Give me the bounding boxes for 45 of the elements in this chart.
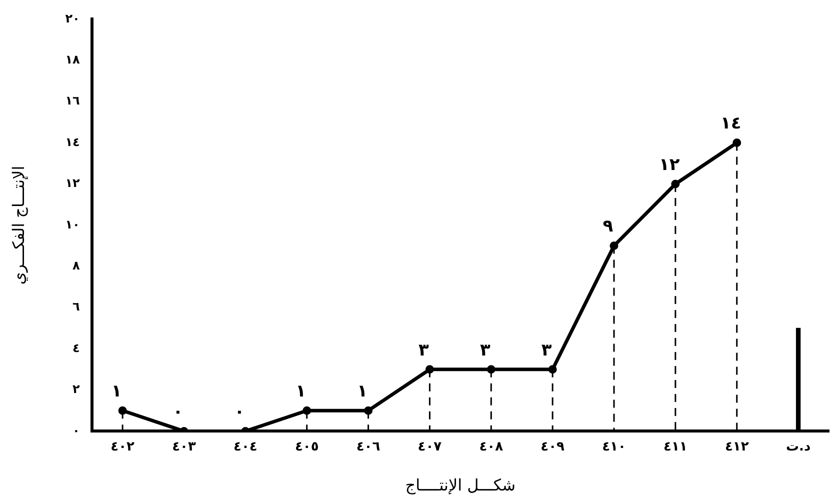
point bbox=[548, 365, 557, 374]
data-label: ١ bbox=[357, 382, 368, 402]
y-tick-label: ٨ bbox=[72, 258, 81, 273]
point bbox=[118, 406, 127, 415]
y-tick-label: ٢٠ bbox=[65, 11, 80, 26]
data-label: ١ bbox=[296, 382, 306, 402]
point bbox=[302, 406, 312, 415]
y-tick-label: ٢ bbox=[72, 382, 81, 396]
point bbox=[671, 180, 680, 188]
y-tick-label: ٤ bbox=[72, 340, 80, 355]
x-tick-label: ٤٠٩ bbox=[540, 439, 565, 454]
x-tick-label: د.ت bbox=[786, 439, 811, 454]
x-axis-title: شكـــل الإنتــــاج bbox=[405, 476, 516, 495]
x-tick-label: ٤٠٢ bbox=[110, 439, 135, 454]
x-tick-label: ٤٠٨ bbox=[479, 439, 504, 454]
data-label: ١ bbox=[111, 382, 122, 402]
x-tick-label: ٤٠٣ bbox=[172, 439, 196, 454]
x-tick-label: ٤١١ bbox=[664, 439, 688, 454]
y-tick-label: ٦ bbox=[72, 300, 80, 314]
x-tick-label: ٤٠٥ bbox=[294, 439, 319, 454]
data-label: ٠ bbox=[172, 402, 184, 422]
data-label: ١٤ bbox=[720, 114, 742, 134]
data-label: ٩ bbox=[602, 216, 614, 237]
data-label: ٣ bbox=[541, 340, 552, 360]
data-label: ٣ bbox=[418, 340, 430, 360]
data-label: ١٢ bbox=[659, 154, 680, 175]
point bbox=[732, 138, 742, 148]
data-label: ٣ bbox=[480, 340, 491, 360]
x-tick-label: ٤٠٦ bbox=[356, 439, 380, 454]
point bbox=[425, 365, 434, 374]
y-tick-label: ١٨ bbox=[65, 52, 81, 67]
data-label: ٠ bbox=[234, 402, 245, 422]
point bbox=[486, 365, 496, 374]
x-tick-label: ٤٠٤ bbox=[234, 439, 258, 454]
y-tick-label: ١٢ bbox=[65, 176, 81, 190]
point bbox=[610, 242, 618, 250]
y-tick-label: ١٦ bbox=[65, 94, 80, 108]
x-tick-label: ٤١٠ bbox=[602, 439, 626, 454]
y-tick-label: ١٠ bbox=[65, 217, 80, 232]
y-tick-label: ٠ bbox=[72, 423, 80, 438]
y-tick-label: ١٤ bbox=[65, 134, 80, 149]
point bbox=[364, 406, 373, 415]
y-axis-title: الإنتـــاج الفكـــري bbox=[8, 166, 28, 285]
x-tick-label: ٤١٢ bbox=[724, 439, 749, 454]
x-tick-label: ٤٠٧ bbox=[418, 439, 442, 454]
